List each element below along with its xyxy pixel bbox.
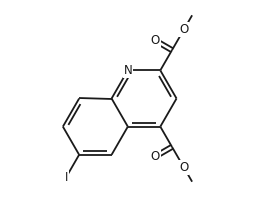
Text: O: O xyxy=(150,34,160,47)
Text: O: O xyxy=(178,23,187,36)
Text: O: O xyxy=(178,161,187,174)
Text: N: N xyxy=(123,64,132,77)
Text: O: O xyxy=(150,150,160,163)
Text: I: I xyxy=(64,171,68,184)
